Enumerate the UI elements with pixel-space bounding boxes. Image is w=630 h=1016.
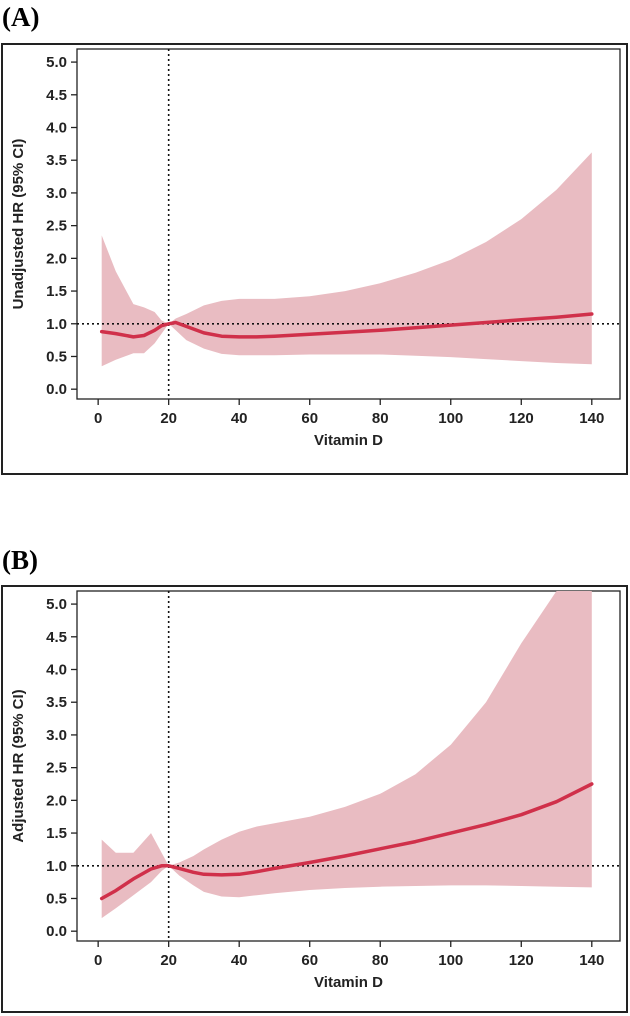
x-tick-label: 140 (579, 952, 604, 969)
confidence-band (101, 152, 592, 367)
y-tick-label: 4.5 (46, 87, 67, 104)
y-tick-label: 2.5 (46, 218, 67, 235)
x-axis-label: Vitamin D (314, 974, 383, 991)
panel-b-chart: 0.0 0.5 1.0 1.5 2.0 2.5 3.0 3.5 4.0 4.5 5.0 0 20 40 60… (10, 590, 621, 991)
y-axis-label: Unadjusted HR (95% CI) (10, 139, 27, 310)
y-tick-label: 3.5 (46, 694, 67, 711)
x-tick-label: 20 (160, 952, 177, 969)
x-tick-label: 40 (231, 410, 248, 427)
y-axis-label: Adjusted HR (95% CI) (10, 689, 27, 842)
hr-line (99, 312, 594, 339)
x-tick-label: 0 (94, 410, 102, 427)
x-tick-label: 80 (372, 410, 389, 427)
x-tick-label: 100 (438, 952, 463, 969)
y-tick-label: 3.0 (46, 727, 67, 744)
y-tick-label: 3.0 (46, 185, 67, 202)
y-tick-label: 0.0 (46, 923, 67, 940)
y-tick-label: 0.5 (46, 348, 67, 365)
y-tick-label: 3.5 (46, 152, 67, 169)
x-tick-label: 20 (160, 410, 177, 427)
plot-area (76, 48, 621, 400)
x-tick-label: 60 (301, 952, 318, 969)
x-tick-label: 60 (301, 410, 318, 427)
x-tick-label: 140 (579, 410, 604, 427)
x-axis-label: Vitamin D (314, 432, 383, 449)
x-tick-label: 100 (438, 410, 463, 427)
x-tick-label: 40 (231, 952, 248, 969)
panel-b-frame: 0.0 0.5 1.0 1.5 2.0 2.5 3.0 3.5 4.0 4.5 5.0 0 20 40 60… (1, 585, 628, 1013)
y-tick-label: 1.0 (46, 858, 67, 875)
y-tick-label: 4.0 (46, 662, 67, 679)
y-tick-label: 0.0 (46, 381, 67, 398)
panel-b-label: (B) (2, 545, 38, 575)
y-tick-label: 2.5 (46, 760, 67, 777)
y-tick-label: 1.0 (46, 316, 67, 333)
plot-area (76, 590, 621, 942)
panel-a-frame: 0.0 0.5 1.0 1.5 2.0 2.5 3.0 3.5 4.0 4.5 5.0 0 20 40 60… (1, 43, 628, 475)
y-tick-label: 2.0 (46, 792, 67, 809)
y-tick-label: 5.0 (46, 54, 67, 71)
confidence-band (101, 591, 592, 919)
x-tick-label: 120 (509, 952, 534, 969)
x-tick-label: 80 (372, 952, 389, 969)
panel-a-chart: 0.0 0.5 1.0 1.5 2.0 2.5 3.0 3.5 4.0 4.5 5.0 0 20 40 60… (10, 48, 621, 449)
hr-line (99, 782, 594, 901)
x-tick-label: 0 (94, 952, 102, 969)
y-tick-label: 1.5 (46, 283, 67, 300)
y-tick-label: 4.0 (46, 120, 67, 137)
y-tick-label: 2.0 (46, 250, 67, 267)
y-tick-label: 4.5 (46, 629, 67, 646)
x-tick-label: 120 (509, 410, 534, 427)
y-tick-label: 0.5 (46, 890, 67, 907)
panel-a-label: (A) (2, 2, 40, 32)
y-tick-label: 1.5 (46, 825, 67, 842)
y-tick-label: 5.0 (46, 596, 67, 613)
